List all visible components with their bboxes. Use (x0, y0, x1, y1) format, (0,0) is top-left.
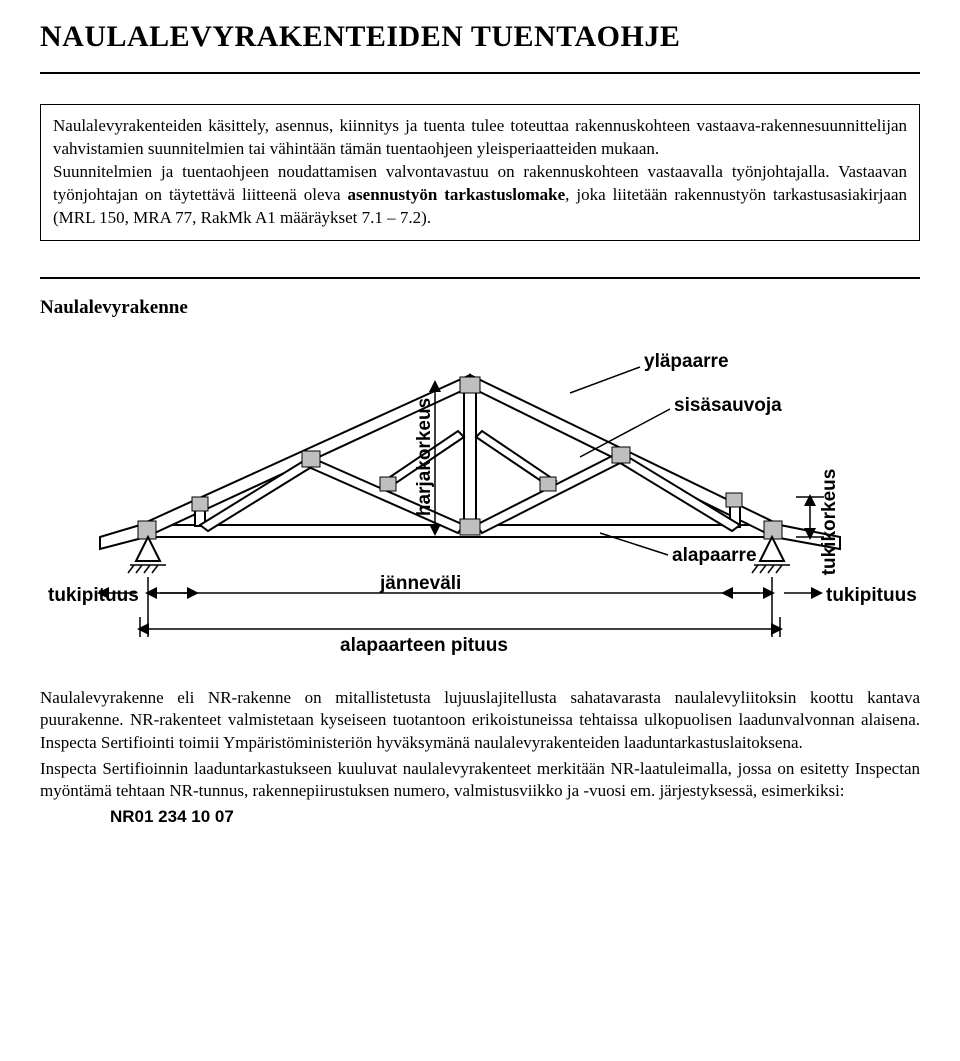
label-tukipituus-left: tukipituus (48, 585, 139, 606)
nr-code: NR01 234 10 07 (110, 807, 920, 827)
label-alapaarteen-pituus: alapaarteen pituus (340, 635, 508, 656)
truss-svg: yläpaarre sisäsauvoja harjakorkeus tukik… (40, 337, 920, 657)
rule-mid (40, 277, 920, 279)
label-ylapaarre: yläpaarre (644, 351, 729, 372)
label-alapaarre: alapaarre (672, 545, 757, 566)
body-para-2: Inspecta Sertifioinnin laaduntarkastukse… (40, 758, 920, 803)
intro-box: Naulalevyrakenteiden käsittely, asennus,… (40, 105, 920, 241)
label-sisasauvoja: sisäsauvoja (674, 395, 782, 416)
label-jannevali: jänneväli (379, 573, 461, 594)
page-title: NAULALEVYRAKENTEIDEN TUENTAOHJE (40, 20, 920, 54)
body-para-1: Naulalevyrakenne eli NR-rakenne on mital… (40, 687, 920, 754)
label-harjakorkeus: harjakorkeus (414, 398, 435, 516)
intro-para-1: Naulalevyrakenteiden käsittely, asennus,… (53, 115, 907, 161)
label-tukipituus-right: tukipituus (826, 585, 917, 606)
intro-para-2: Suunnitelmien ja tuentaohjeen noudattami… (53, 161, 907, 230)
truss-figure: yläpaarre sisäsauvoja harjakorkeus tukik… (40, 337, 920, 657)
section-heading: Naulalevyrakenne (40, 297, 920, 319)
label-tukikorkeus: tukikorkeus (819, 468, 840, 575)
